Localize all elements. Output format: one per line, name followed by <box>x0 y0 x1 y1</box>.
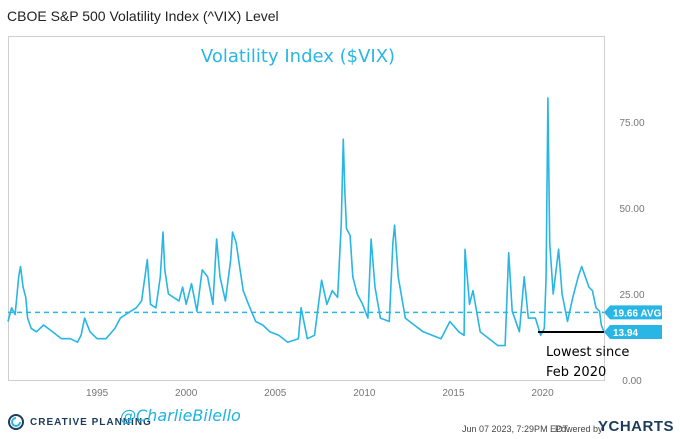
average-badge-label: 19.66 AVG <box>613 308 662 319</box>
y-tick-label: 50.00 <box>619 204 644 215</box>
author-handle: @CharlieBilello <box>120 406 241 425</box>
y-tick-label: 25.00 <box>619 290 644 301</box>
vix-series-line <box>7 97 605 347</box>
y-tick-label: 75.00 <box>619 118 644 129</box>
x-tick-label: 2015 <box>442 388 465 399</box>
x-tick-label: 2005 <box>264 388 287 399</box>
chart-header-title: CBOE S&P 500 Volatility Index (^VIX) Lev… <box>7 8 279 24</box>
ycharts-logo: YCHARTS <box>598 418 675 435</box>
x-tick-label: 2010 <box>353 388 376 399</box>
plot-area <box>7 97 605 347</box>
x-tick-label: 2020 <box>531 388 554 399</box>
y-axis: 0.00 25.00 50.00 75.00 <box>619 118 644 387</box>
x-tick-label: 1995 <box>86 388 109 399</box>
brand: CREATIVE PLANNING <box>8 414 152 430</box>
value-markers: 19.66 AVG 13.94 <box>604 305 662 340</box>
last-value-badge-label: 13.94 <box>613 328 638 339</box>
footer: CREATIVE PLANNING @CharlieBilello Jun 07… <box>0 404 680 439</box>
timestamp: Jun 07 2023, 7:29PM EDT. <box>462 424 570 434</box>
last-value-badge: 13.94 <box>604 325 662 340</box>
powered-by-label: Powered by <box>555 424 603 434</box>
x-axis: 1995 2000 2005 2010 2015 2020 <box>86 388 554 399</box>
chart-title: Volatility Index ($VIX) <box>201 46 395 67</box>
brand-name: CREATIVE PLANNING <box>30 416 152 428</box>
annotation: Lowest since Feb 2020 <box>546 345 629 380</box>
x-tick-label: 2000 <box>175 388 198 399</box>
annotation-line-1: Lowest since <box>546 345 629 360</box>
creative-planning-logo-icon <box>8 414 24 430</box>
average-badge-shape <box>604 305 662 320</box>
plot-frame <box>8 36 605 381</box>
y-tick-label: 0.00 <box>622 376 642 387</box>
last-value-badge-shape <box>604 325 662 340</box>
annotation-line-2: Feb 2020 <box>546 365 606 380</box>
average-badge: 19.66 AVG <box>604 305 662 320</box>
